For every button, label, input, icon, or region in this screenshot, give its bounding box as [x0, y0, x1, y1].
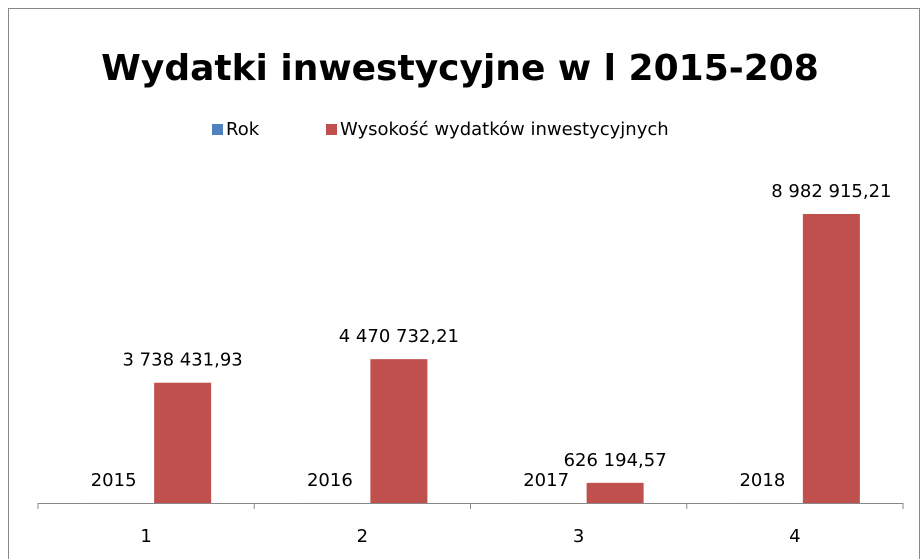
legend-swatch [212, 124, 223, 135]
data-label: 626 194,57 [564, 450, 667, 471]
bar [802, 214, 860, 503]
x-tick-label: 3 [573, 526, 584, 547]
x-tick-label: 2 [357, 526, 368, 547]
data-label: 2017 [523, 470, 569, 491]
data-label: 3 738 431,93 [123, 350, 243, 371]
data-label: 4 470 732,21 [339, 326, 459, 347]
bar [586, 482, 644, 503]
data-label: 2016 [307, 470, 353, 491]
data-label: 8 982 915,21 [771, 181, 891, 202]
chart-title: Wydatki inwestycyjne w l 2015-208 [101, 48, 819, 89]
bar [370, 359, 428, 503]
data-label: 2015 [91, 470, 137, 491]
bar [154, 382, 212, 503]
data-label: 2018 [739, 470, 785, 491]
legend-swatch [326, 124, 337, 135]
legend-label: Wysokość wydatków inwestycyjnych [340, 119, 669, 140]
legend-label: Rok [226, 119, 260, 140]
x-tick-label: 4 [789, 526, 800, 547]
x-tick-label: 1 [140, 526, 151, 547]
